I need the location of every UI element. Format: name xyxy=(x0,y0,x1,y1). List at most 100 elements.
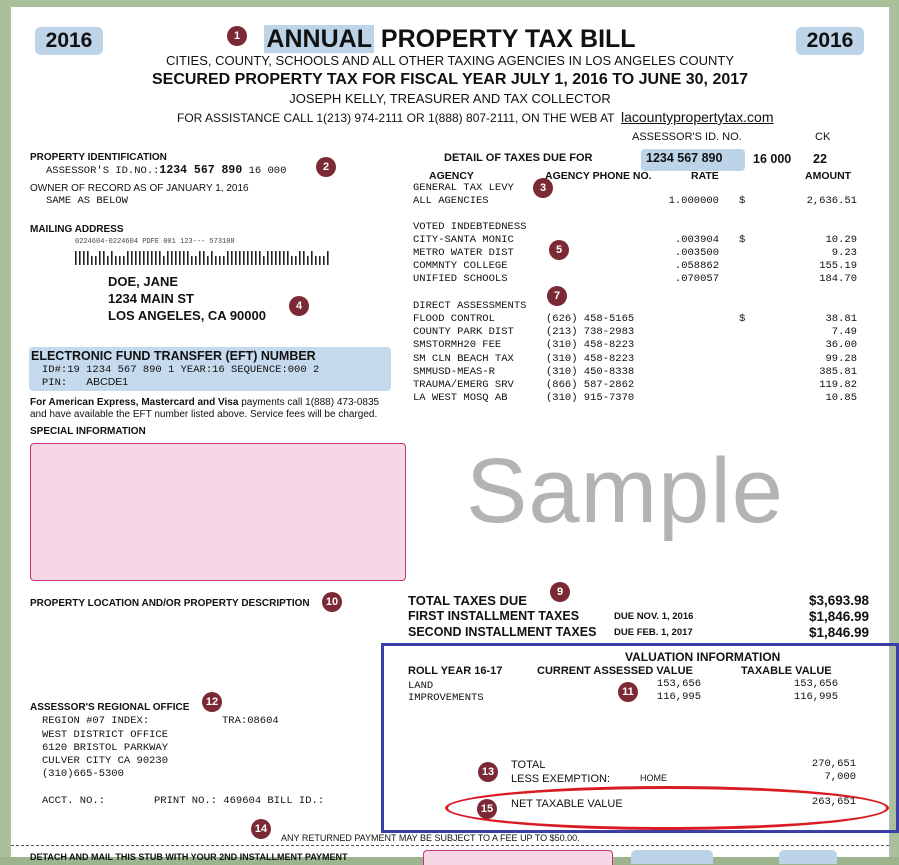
voted-agency: CITY-SANTA MONIC xyxy=(413,234,514,246)
voted-amount: 9.23 xyxy=(831,247,857,259)
office-line-1: WEST DISTRICT OFFICE xyxy=(42,729,169,741)
first-installment-value: $1,846.99 xyxy=(808,609,869,624)
stub-pink-box xyxy=(423,850,613,865)
mailing-name: DOE, JANE xyxy=(108,274,179,289)
postal-barcode-icon xyxy=(75,251,329,265)
general-rate: 1.000000 xyxy=(668,195,719,207)
col-taxable: TAXABLE VALUE xyxy=(741,665,832,677)
direct-agency: LA WEST MOSQ AB xyxy=(413,392,508,405)
direct-amount: 99.28 xyxy=(825,352,857,365)
bill-title: ANNUAL PROPERTY TAX BILL xyxy=(11,25,889,54)
voted-rate: .003500 xyxy=(674,247,719,259)
eft-pin-line: PIN: ABCDE1 xyxy=(42,376,128,389)
ain-value: 1234 567 890 xyxy=(159,164,243,177)
eft-pin-value: ABCDE1 xyxy=(86,376,129,388)
special-info-heading: SPECIAL INFORMATION xyxy=(30,426,146,437)
tra-line: TRA:08604 xyxy=(222,715,279,727)
total-taxes-label: TOTAL TAXES DUE xyxy=(408,593,527,608)
marker-3: 3 xyxy=(533,178,553,198)
ain-highlight-box xyxy=(641,149,745,171)
general-levy-label: GENERAL TAX LEVY xyxy=(413,182,514,194)
card-bold: For American Express, Mastercard and Vis… xyxy=(30,397,239,408)
direct-agency: COUNTY PARK DIST xyxy=(413,326,514,339)
marker-2: 2 xyxy=(316,157,336,177)
direct-amount: 36.00 xyxy=(825,339,857,352)
mailing-street: 1234 MAIN ST xyxy=(108,291,194,306)
second-installment-value: $1,846.99 xyxy=(808,625,869,640)
eft-id-line: ID#:19 1234 567 890 1 YEAR:16 SEQUENCE:0… xyxy=(42,364,320,376)
voted-amount: 10.29 xyxy=(825,234,857,246)
subtitle: CITIES, COUNTY, SCHOOLS AND ALL OTHER TA… xyxy=(165,53,735,68)
special-info-box xyxy=(30,443,406,581)
region-line: REGION #07 INDEX: xyxy=(42,715,150,727)
marker-9: 9 xyxy=(550,582,570,602)
improvements-taxable: 116,995 xyxy=(793,691,838,703)
card-payment-line: For American Express, Mastercard and Vis… xyxy=(30,397,379,408)
improvements-label: IMPROVEMENTS xyxy=(408,692,484,704)
voted-agency: COMMNTY COLLEGE xyxy=(413,260,508,272)
voted-agency: METRO WATER DIST xyxy=(413,247,514,259)
marker-13: 13 xyxy=(478,762,498,782)
office-line-4: (310)665-5300 xyxy=(42,768,124,780)
valuation-total-label: TOTAL xyxy=(511,759,546,771)
marker-5: 5 xyxy=(549,240,569,260)
direct-amount: 385.81 xyxy=(819,365,857,378)
col-amount: AMOUNT xyxy=(805,170,852,182)
voted-amount: 155.19 xyxy=(819,260,857,272)
voted-rate: .003904 xyxy=(674,234,719,246)
direct-phone: (213) 738-2983 xyxy=(546,326,635,339)
barcode-text: 0224604-0224604 PDFE 001 123--- 573108 xyxy=(75,238,235,246)
sample-watermark: Sample xyxy=(466,440,784,542)
exemption-type: HOME xyxy=(640,773,667,783)
direct-agency: FLOOD CONTROL xyxy=(413,313,495,325)
detail-heading: DETAIL OF TAXES DUE FOR xyxy=(444,152,593,164)
marker-11: 11 xyxy=(618,682,638,702)
ain-label: ASSESSOR'S ID.NO.: xyxy=(46,165,160,177)
year-badge-right: 2016 xyxy=(796,27,864,55)
direct-phone: (310) 450-8338 xyxy=(546,365,635,378)
col-agency: AGENCY xyxy=(429,170,474,182)
voted-agency: UNIFIED SCHOOLS xyxy=(413,273,508,285)
stub-blue-box xyxy=(631,850,713,864)
direct-label: DIRECT ASSESSMENTS xyxy=(413,300,527,312)
col-rate: RATE xyxy=(691,170,719,182)
land-taxable: 153,656 xyxy=(793,678,838,690)
marker-1: 1 xyxy=(227,26,247,46)
fiscal-year-line: SECURED PROPERTY TAX FOR FISCAL YEAR JUL… xyxy=(151,71,749,88)
col-current-assessed: CURRENT ASSESSED VALUE xyxy=(537,665,693,677)
direct-amount: 38.81 xyxy=(825,313,857,325)
direct-agency: SMMUSD-MEAS-R xyxy=(413,365,495,378)
tear-line xyxy=(11,845,889,846)
total-taxes-value: $3,693.98 xyxy=(808,593,869,608)
acct-no-label: ACCT. NO.: xyxy=(42,795,106,807)
exemption-label: LESS EXEMPTION: xyxy=(511,773,611,785)
mailing-heading: MAILING ADDRESS xyxy=(30,224,124,235)
net-taxable-label: NET TAXABLE VALUE xyxy=(511,798,623,810)
ain-suffix: 16 000 xyxy=(248,165,287,177)
website-link[interactable]: lacountypropertytax.com xyxy=(620,109,774,125)
second-installment-label: SECOND INSTALLMENT TAXES xyxy=(408,625,597,639)
marker-12: 12 xyxy=(202,692,222,712)
detail-ain-suffix: 16 000 xyxy=(753,152,792,166)
voted-rate: .058862 xyxy=(674,260,719,272)
title-rest: PROPERTY TAX BILL xyxy=(373,25,636,53)
direct-amount: 7.49 xyxy=(831,326,857,339)
detail-ain-value: 1234 567 890 xyxy=(646,151,723,165)
direct-phone: (310) 458-8223 xyxy=(546,339,635,352)
improvements-current: 116,995 xyxy=(656,691,701,703)
direct-agency: TRAUMA/EMERG SRV xyxy=(413,379,514,391)
net-taxable-value: 263,651 xyxy=(811,796,856,808)
direct-amount: 119.82 xyxy=(819,379,857,391)
card-payment-line2: and have available the EFT number listed… xyxy=(30,409,378,420)
direct-phone: (626) 458-5165 xyxy=(546,313,635,325)
assessor-id-heading: ASSESSOR'S ID. NO. xyxy=(632,131,742,143)
general-amount: 2,636.51 xyxy=(806,195,857,207)
regional-office-heading: ASSESSOR'S REGIONAL OFFICE xyxy=(30,702,190,713)
assistance-text: FOR ASSISTANCE CALL 1(213) 974-2111 OR 1… xyxy=(177,111,615,125)
print-no-label: PRINT NO.: 469604 BILL ID.: xyxy=(154,795,325,807)
first-installment-due: DUE NOV. 1, 2016 xyxy=(614,611,694,622)
roll-year-label: ROLL YEAR 16-17 xyxy=(408,665,503,677)
collector-line: JOSEPH KELLY, TREASURER AND TAX COLLECTO… xyxy=(289,91,611,106)
col-phone: AGENCY PHONE NO. xyxy=(545,170,652,182)
marker-4: 4 xyxy=(289,296,309,316)
